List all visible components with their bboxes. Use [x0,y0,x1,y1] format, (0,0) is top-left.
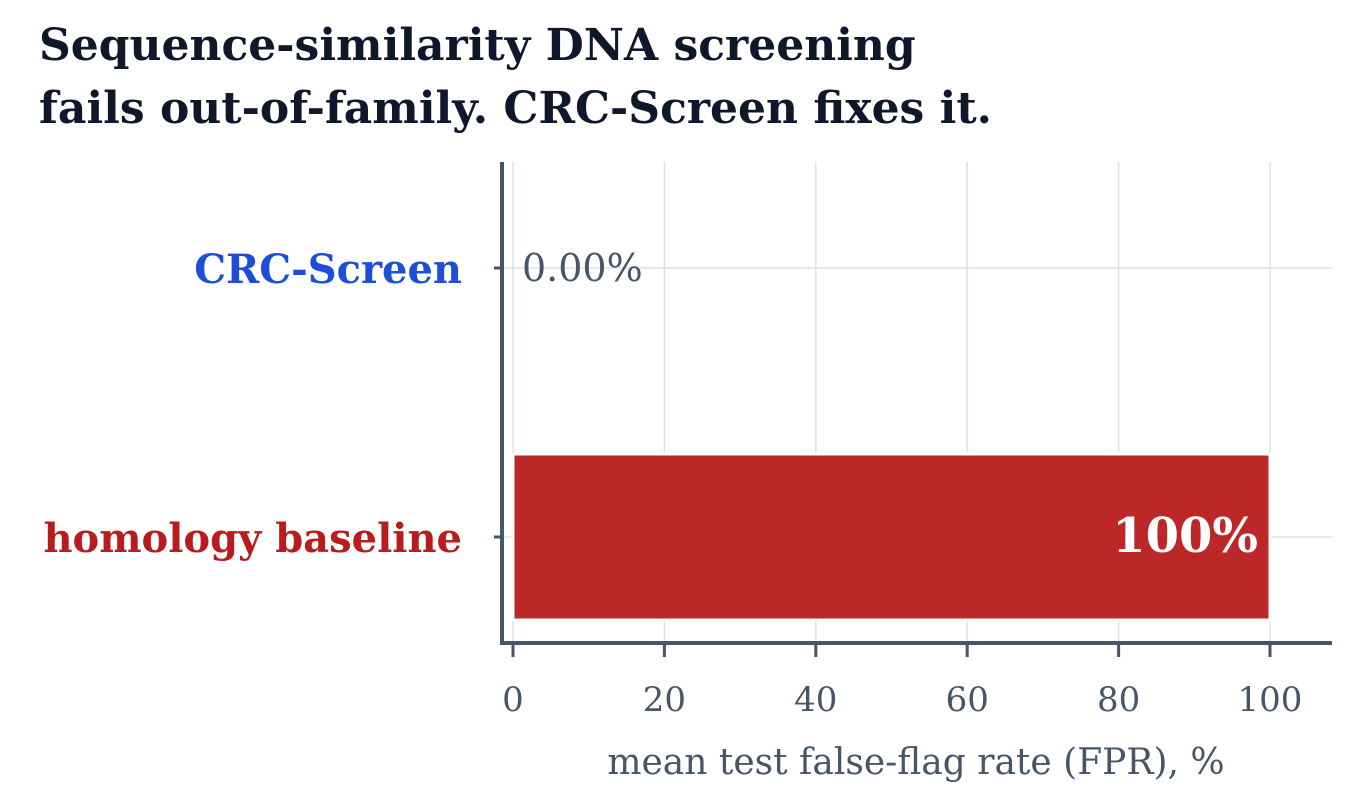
x-tick-label-60: 60 [946,680,989,720]
chart-title-line-1: Sequence-similarity DNA screening [39,20,916,71]
labels: 0 20 40 60 80 100 mean test false-flag rate (F… [43,246,1302,783]
category-label-crc-screen: CRC-Screen [194,246,462,293]
category-label-homology-baseline: homology baseline [43,515,462,562]
x-tick-label-100: 100 [1238,680,1303,720]
x-axis-title: mean test false-flag rate (FPR), % [607,742,1224,783]
bars [511,452,1272,622]
value-label-0: 0.00% [522,246,643,290]
chart-title: Sequence-similarity DNA screening fails … [39,14,992,140]
chart-title-line-2: fails out-of-family. CRC-Screen fixes it… [39,83,993,134]
bar-homology-baseline [511,452,1272,622]
x-tick-label-40: 40 [794,680,837,720]
x-tick-label-20: 20 [643,680,686,720]
x-tick-label-0: 0 [502,680,524,720]
value-label-1: 100% [1112,508,1258,564]
x-tick-label-80: 80 [1097,680,1140,720]
axes [494,162,1332,657]
